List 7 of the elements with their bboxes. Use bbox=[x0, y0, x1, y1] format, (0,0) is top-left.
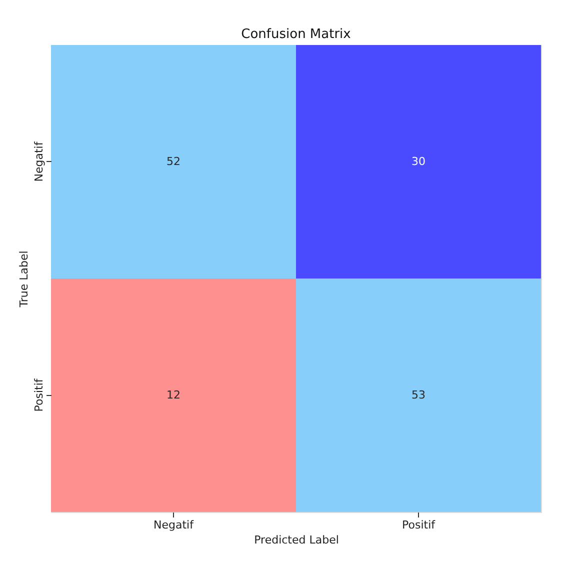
data-label: 52 bbox=[166, 154, 180, 168]
y-axis-title: True Label bbox=[18, 250, 30, 308]
x-axis-title: Predicted Label bbox=[254, 534, 339, 546]
data-label: 53 bbox=[412, 388, 426, 402]
data-label: 30 bbox=[412, 154, 426, 168]
data-label: 12 bbox=[166, 388, 180, 402]
chart-title: Confusion Matrix bbox=[241, 27, 352, 42]
